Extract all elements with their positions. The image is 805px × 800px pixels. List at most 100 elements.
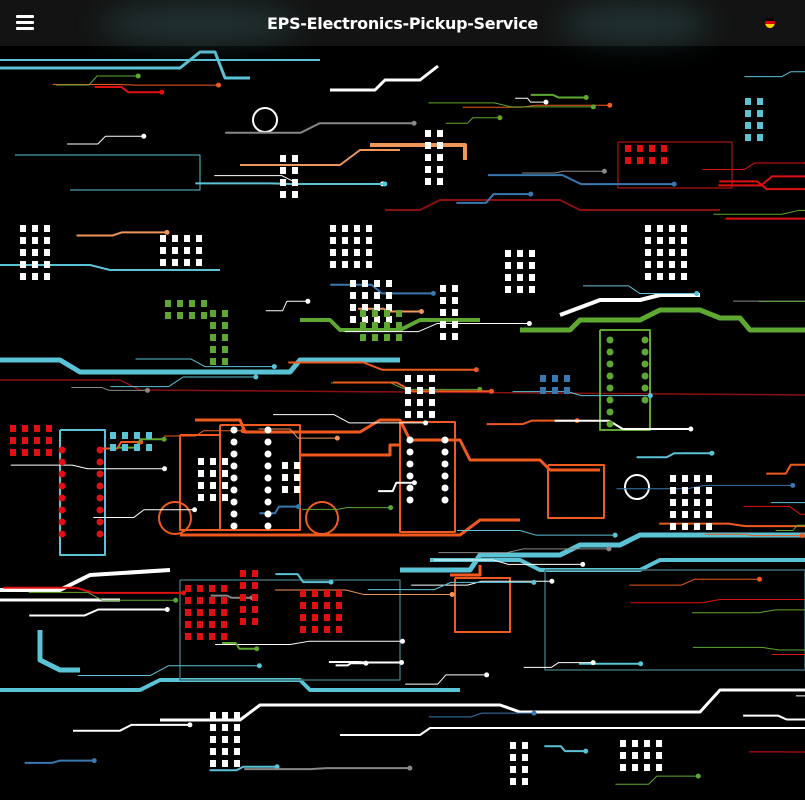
thin-trace: [221, 642, 257, 650]
pad: [517, 274, 523, 281]
via: [606, 546, 612, 552]
pad: [681, 237, 687, 244]
pad: [505, 286, 511, 293]
pad: [625, 157, 631, 164]
thin-trace: [521, 170, 605, 174]
pad: [165, 300, 171, 307]
pad: [146, 432, 152, 439]
pad: [222, 458, 228, 465]
pad: [177, 300, 183, 307]
via: [638, 661, 644, 667]
pad: [757, 110, 763, 117]
pad: [198, 494, 204, 501]
pad: [706, 499, 712, 506]
thin-trace: [766, 463, 805, 475]
pad: [354, 225, 360, 232]
pad: [292, 179, 298, 186]
thin-trace: [462, 104, 610, 108]
thin-trace: [55, 75, 139, 86]
chip-pin: [406, 448, 414, 456]
pad: [657, 237, 663, 244]
via: [399, 660, 405, 666]
pad: [505, 274, 511, 281]
pad: [300, 602, 306, 609]
hamburger-menu-icon[interactable]: [16, 15, 34, 31]
pad: [300, 626, 306, 633]
pad: [146, 444, 152, 451]
via: [181, 590, 187, 596]
pad: [336, 602, 342, 609]
pad: [280, 191, 286, 198]
pad: [706, 487, 712, 494]
via: [240, 428, 246, 434]
pad: [529, 250, 535, 257]
via: [423, 420, 429, 426]
via: [363, 660, 369, 666]
pad: [517, 250, 523, 257]
pad: [210, 482, 216, 489]
thin-trace: [771, 502, 805, 504]
trace: [430, 558, 805, 572]
thin-trace: [258, 428, 338, 439]
german-flag-icon[interactable]: [765, 17, 775, 28]
via: [583, 748, 589, 754]
thin-trace: [583, 285, 697, 294]
thin-trace: [411, 580, 552, 586]
pad: [372, 334, 378, 341]
chip-pin: [641, 336, 649, 344]
thin-trace: [288, 361, 477, 371]
via: [159, 89, 165, 95]
pad: [669, 237, 675, 244]
chip-pin: [441, 472, 449, 480]
pad: [196, 259, 202, 266]
thin-trace: [428, 102, 594, 108]
pad: [222, 748, 228, 755]
pad: [645, 225, 651, 232]
pad: [360, 310, 366, 317]
chip-pin: [264, 474, 272, 482]
pad: [330, 225, 336, 232]
pad: [694, 511, 700, 518]
chip-pin: [264, 498, 272, 506]
chip-pin: [58, 458, 66, 466]
chip-pin: [606, 336, 614, 344]
thin-trace: [302, 507, 391, 510]
pad: [222, 724, 228, 731]
pad: [222, 358, 228, 365]
trace: [15, 154, 201, 191]
chip-pin: [606, 348, 614, 356]
pad: [234, 724, 240, 731]
chip-pin: [230, 462, 238, 470]
pad: [522, 754, 528, 761]
pad: [417, 375, 423, 382]
thin-trace: [405, 674, 487, 685]
pad: [294, 462, 300, 469]
thin-trace: [615, 775, 699, 785]
pad: [429, 399, 435, 406]
pad: [510, 766, 516, 773]
pad: [342, 249, 348, 256]
chip-pin: [606, 384, 614, 392]
via: [162, 466, 168, 472]
trace: [37, 630, 80, 673]
via: [144, 387, 150, 393]
thin-trace: [692, 609, 805, 614]
pad: [522, 742, 528, 749]
pad: [234, 712, 240, 719]
trace: [300, 318, 480, 332]
pad: [110, 444, 116, 451]
pad: [210, 736, 216, 743]
chip-pin: [641, 360, 649, 368]
pad-ring: [305, 501, 339, 535]
pad: [645, 261, 651, 268]
pad: [405, 375, 411, 382]
chip-pin: [441, 460, 449, 468]
pad: [201, 300, 207, 307]
pad: [706, 523, 712, 530]
trace: [599, 329, 651, 431]
chip-pin: [264, 522, 272, 530]
via: [709, 450, 715, 456]
pad: [221, 621, 227, 628]
thin-trace: [274, 589, 453, 595]
via: [688, 426, 694, 432]
